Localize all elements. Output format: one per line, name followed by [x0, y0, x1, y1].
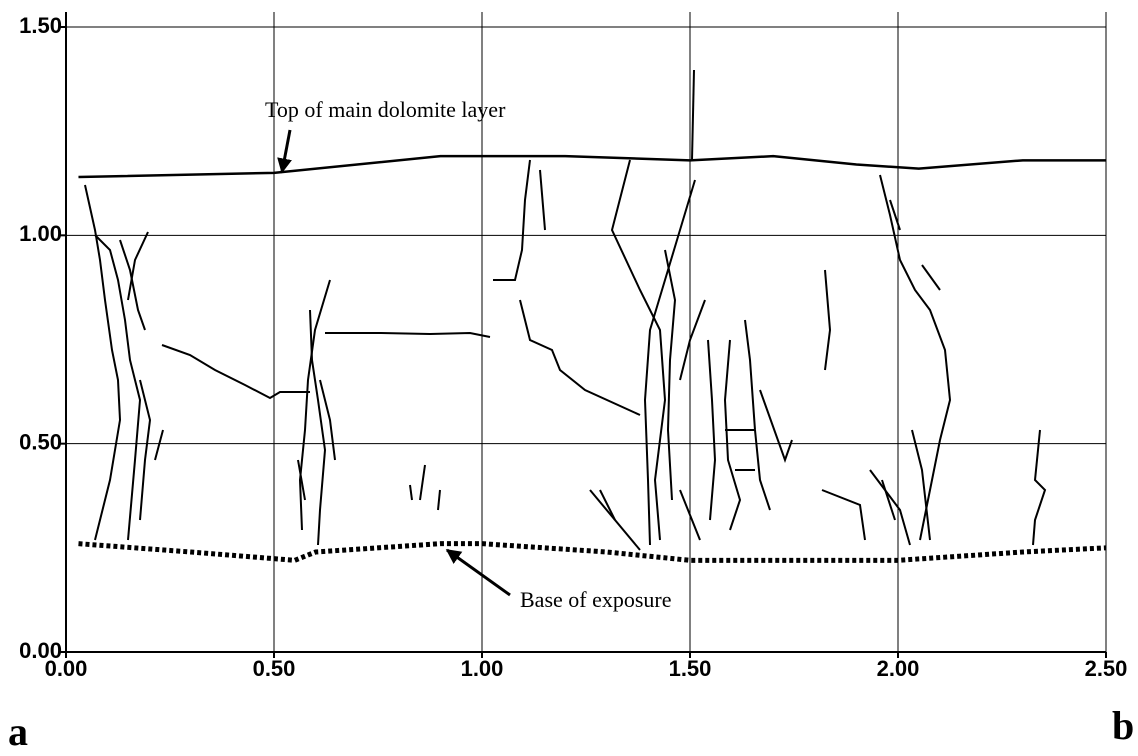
y-tick-label: 1.50 — [19, 13, 62, 38]
y-tick-label: 1.00 — [19, 221, 62, 246]
x-tick-label: 0.00 — [45, 656, 88, 681]
panel-label: a — [8, 709, 28, 754]
x-tick-label: 1.50 — [669, 656, 712, 681]
grid — [60, 12, 1107, 658]
annotation-arrow — [445, 548, 511, 597]
annotation: Top of main dolomite layer — [265, 97, 506, 122]
x-tick-label: 2.00 — [877, 656, 920, 681]
panel-label: b — [1112, 703, 1134, 748]
y-tick-label: 0.50 — [19, 429, 62, 454]
x-tick-label: 2.50 — [1085, 656, 1128, 681]
series-line — [78, 541, 1107, 563]
annotation-arrow — [277, 129, 292, 174]
series-line — [78, 154, 1106, 179]
x-tick-label: 1.00 — [461, 656, 504, 681]
y-tick-label: 0.00 — [19, 638, 62, 663]
annotation: Base of exposure — [520, 587, 672, 612]
fracture-traces — [84, 69, 1047, 551]
x-tick-label: 0.50 — [253, 656, 296, 681]
